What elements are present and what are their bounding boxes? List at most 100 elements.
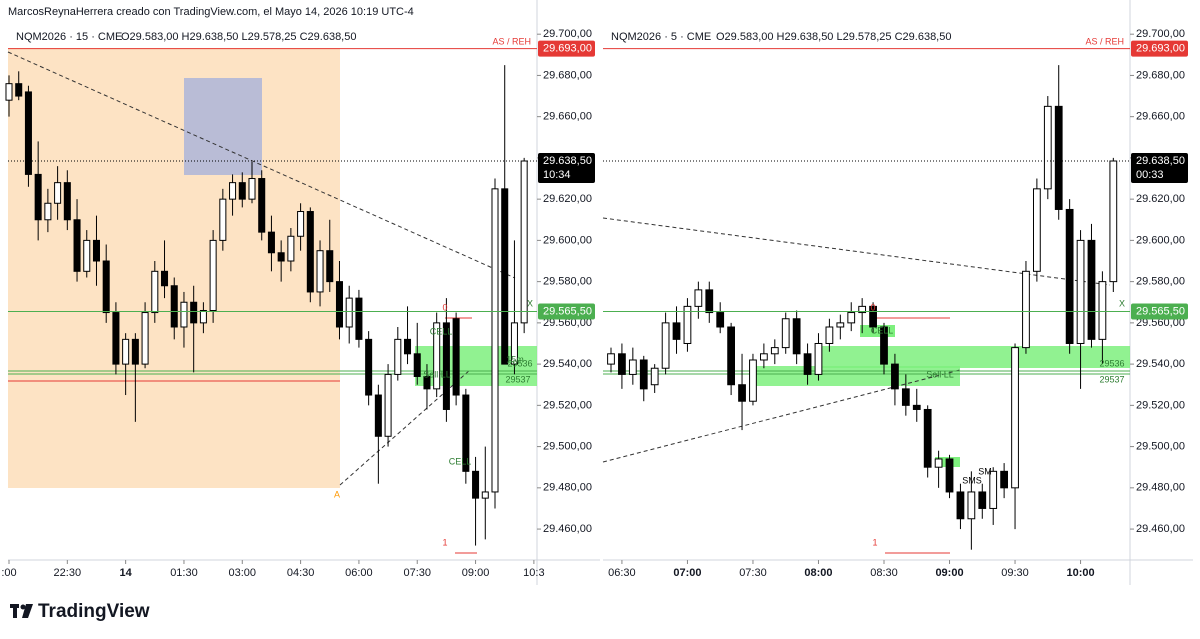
- annotation: Sell LL: [926, 369, 954, 379]
- candle-body: [749, 359, 757, 402]
- y-tick-label: 29.680,00: [1136, 69, 1185, 81]
- candle-body: [836, 322, 845, 328]
- y-tick-label: 29.540,00: [543, 358, 592, 370]
- candle-body: [102, 260, 110, 314]
- candle-body: [607, 353, 615, 365]
- x-tick-label: 08:00: [804, 567, 832, 579]
- price-label: 29.565,50: [1136, 305, 1185, 317]
- candle-body: [1022, 270, 1030, 349]
- annotation: 15m: [506, 354, 524, 364]
- price-label-box: [538, 153, 595, 183]
- symbol-title: NQM2026 · 15 · CME: [16, 31, 122, 43]
- candle-body: [716, 312, 725, 328]
- candle-body: [34, 173, 42, 221]
- countdown: 10:34: [543, 169, 571, 181]
- candle-body: [501, 188, 509, 365]
- candle-body: [814, 342, 823, 375]
- candle-body: [510, 322, 518, 365]
- price-label-box: [1131, 153, 1188, 183]
- candle-body: [491, 188, 499, 493]
- candle-body: [131, 338, 139, 365]
- x-tick-label: :00: [1, 567, 16, 579]
- y-tick-label: 29.460,00: [1136, 523, 1185, 535]
- price-label-box: [538, 40, 595, 57]
- candle-body: [945, 458, 954, 493]
- candle-body: [1076, 239, 1085, 344]
- candle-body: [326, 250, 334, 283]
- candle-body: [83, 239, 91, 272]
- annotation: 1: [442, 537, 447, 547]
- candle-body: [770, 347, 779, 355]
- annotation: CELL: [430, 326, 453, 336]
- x-tick-label: 14: [120, 567, 133, 579]
- y-tick-label: 29.600,00: [1136, 234, 1185, 246]
- y-tick-label: 29.620,00: [1136, 193, 1185, 205]
- candle-body: [44, 202, 52, 221]
- candle-body: [297, 211, 305, 237]
- candle-body: [452, 318, 460, 396]
- session-zone: [8, 48, 340, 488]
- candle-body: [847, 312, 856, 324]
- y-tick-label: 29.600,00: [543, 234, 592, 246]
- y-tick-label: 29.480,00: [543, 482, 592, 494]
- annotation: CELL: [871, 325, 894, 335]
- demand-zone: [820, 346, 1130, 368]
- candle-body: [54, 182, 62, 204]
- candle-body: [672, 322, 681, 340]
- candle-body: [277, 252, 285, 262]
- candle-body: [628, 359, 637, 375]
- y-tick-label: 29.660,00: [1136, 111, 1185, 123]
- ohlc-values: O29.583,00 H29.638,50 L29.578,25 C29.638…: [716, 31, 951, 43]
- countdown: 00:33: [1136, 169, 1164, 181]
- candle-body: [1065, 208, 1074, 344]
- candle-body: [1109, 160, 1118, 283]
- candle-body: [759, 353, 768, 361]
- candle-body: [316, 250, 324, 293]
- candle-body: [472, 470, 480, 499]
- annotation: 1: [872, 537, 877, 547]
- candle-body: [781, 318, 790, 349]
- price-label: 29.638,50: [1136, 155, 1185, 167]
- annotation: X: [1119, 298, 1125, 308]
- price-label: 29.693,00: [1136, 43, 1185, 55]
- candle-body: [869, 305, 877, 328]
- annotation: X: [527, 298, 533, 308]
- y-tick-label: 29.500,00: [543, 440, 592, 452]
- candle-body: [73, 219, 81, 272]
- x-tick-label: 22:30: [54, 567, 82, 579]
- price-label: 29.693,00: [543, 43, 592, 55]
- candle-body: [912, 404, 921, 410]
- x-tick-label: 09:00: [935, 567, 963, 579]
- annotation: Sell LL: [423, 369, 451, 379]
- candle-body: [287, 235, 295, 262]
- candle-body: [335, 281, 343, 328]
- candle-body: [365, 338, 373, 396]
- y-tick-label: 29.680,00: [543, 69, 592, 81]
- candle-body: [967, 491, 976, 520]
- trend-line: [602, 217, 1111, 286]
- annotation: 29537: [505, 374, 530, 384]
- candle-body: [248, 178, 256, 200]
- y-tick-label: 29.660,00: [543, 111, 592, 123]
- x-tick-label: 07:30: [403, 567, 431, 579]
- candle-body: [170, 285, 178, 328]
- annotation: 29536: [1099, 358, 1124, 368]
- candle-body: [738, 384, 746, 402]
- candle-body: [209, 239, 217, 311]
- candle-body: [199, 309, 207, 324]
- candle-body: [384, 373, 392, 437]
- candle-body: [1098, 281, 1107, 340]
- candle-body: [345, 297, 353, 328]
- y-tick-label: 29.560,00: [1136, 317, 1185, 329]
- candle-body: [374, 394, 382, 437]
- x-tick-label: 09:00: [462, 567, 490, 579]
- annotation: 0: [870, 302, 875, 312]
- y-tick-label: 29.480,00: [1136, 482, 1185, 494]
- candle-body: [238, 182, 246, 200]
- candle-body: [442, 322, 450, 410]
- y-tick-label: 29.460,00: [543, 523, 592, 535]
- candle-body: [190, 301, 198, 324]
- x-tick-label: 10:00: [1066, 567, 1094, 579]
- header: MarcosReynaHerrera creado con TradingVie…: [8, 6, 414, 18]
- candle-body: [1054, 105, 1063, 210]
